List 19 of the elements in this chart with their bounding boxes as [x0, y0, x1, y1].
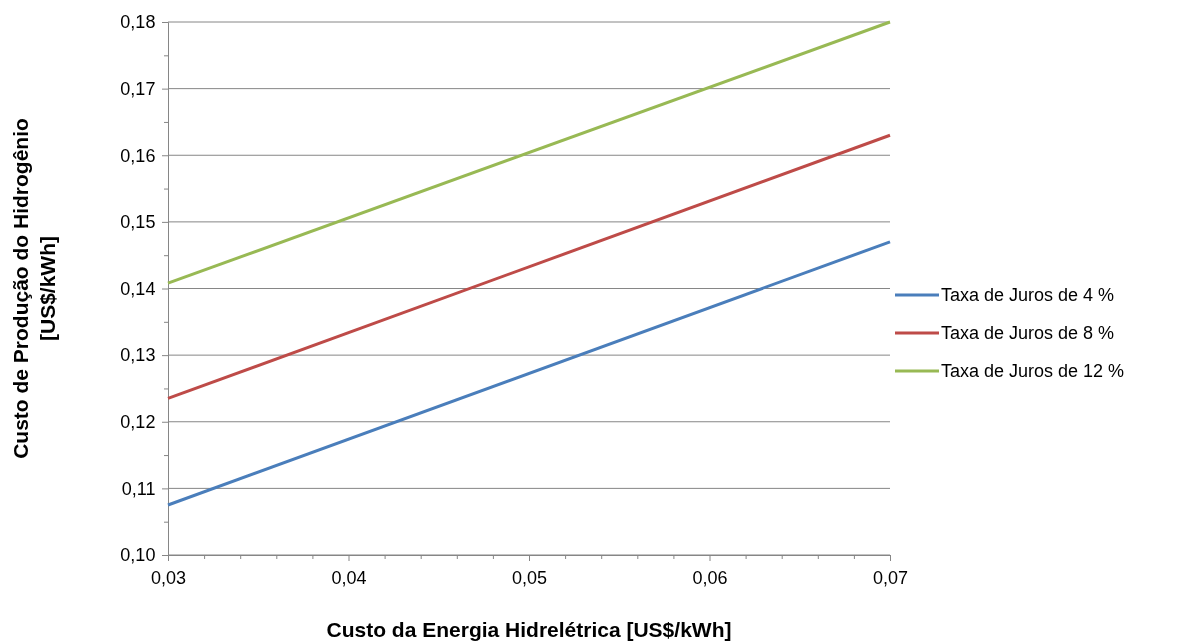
y-tick-label: 0,18: [120, 12, 156, 33]
y-tick-label: 0,13: [120, 345, 156, 366]
x-tick-label: 0,06: [692, 567, 728, 588]
y-tick-label: 0,14: [120, 278, 156, 299]
y-tick-label: 0,17: [120, 78, 156, 99]
legend-label: Taxa de Juros de 8 %: [941, 323, 1115, 343]
y-axis-title: Custo de Produção do Hidrogênio [US$/kWh]: [9, 118, 60, 459]
x-tick-label: 0,05: [511, 567, 548, 588]
legend-label: Taxa de Juros de 4 %: [941, 285, 1115, 305]
legend-label: Taxa de Juros de 12 %: [941, 361, 1125, 381]
x-tick-label: 0,04: [331, 567, 367, 588]
x-tick-label: 0,03: [150, 567, 187, 588]
x-tick-label: 0,07: [872, 567, 909, 588]
y-tick-label: 0,15: [120, 212, 156, 233]
x-axis-title: Custo da Energia Hidrelétrica [US$/kWh]: [326, 618, 732, 641]
y-tick-label: 0,11: [121, 478, 156, 499]
y-tick-label: 0,10: [120, 545, 156, 566]
y-tick-label: 0,12: [120, 412, 156, 433]
y-tick-label: 0,16: [120, 145, 156, 166]
